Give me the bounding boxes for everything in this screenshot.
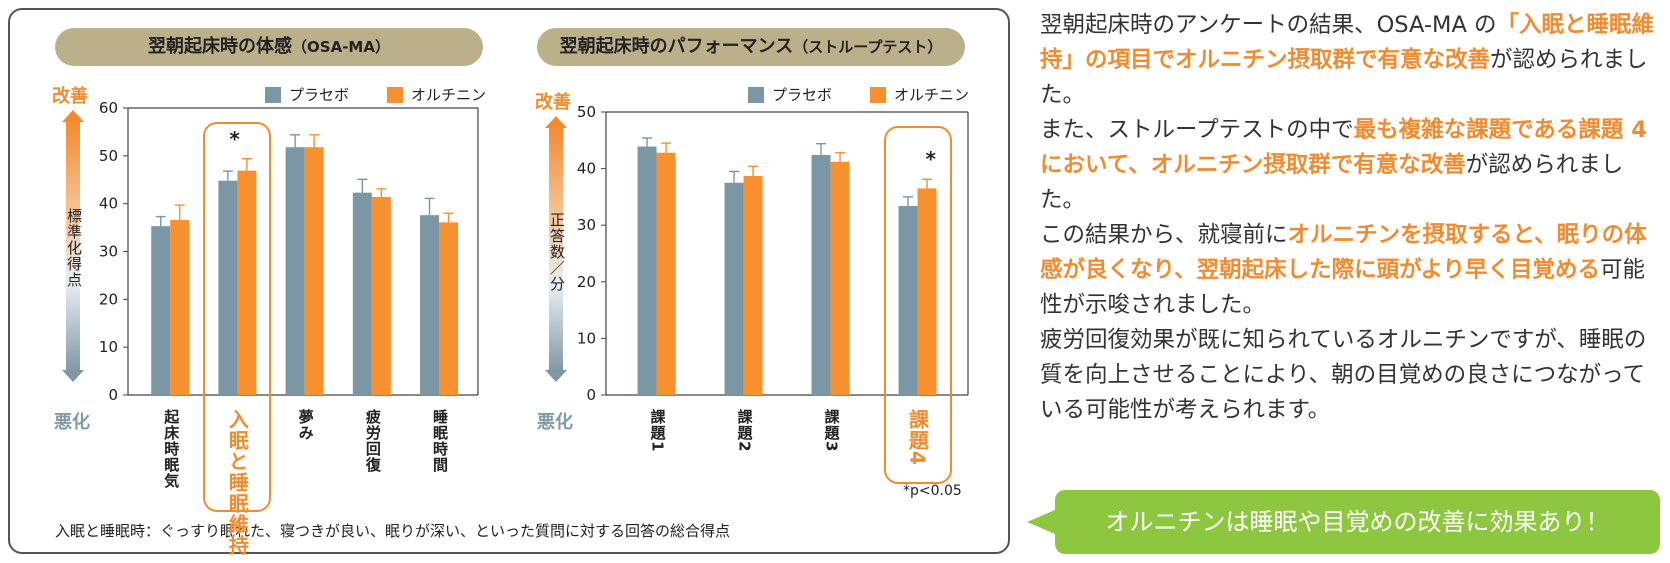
category-label: 課題1 [648,409,667,453]
legend-label-placebo: プラセボ [289,86,350,104]
y-tick-label: 60 [99,99,118,117]
bar-ornithine [371,196,391,395]
y-tick-label: 20 [99,290,118,308]
highlight-box [203,122,272,512]
bar-placebo [420,215,440,395]
bar-ornithine [830,161,850,395]
description-text: 翌朝起床時のアンケートの結果、OSA-MA の「入眠と睡眠維持」の項目でオルニチ… [1040,8,1665,428]
p1-text-end: が認められました。 [1040,47,1648,108]
chart2-title-main: 翌朝起床時のパフォーマンス [559,36,794,57]
p2-text: また、ストループテストの中で [1040,117,1354,143]
paragraph-4: 疲労回復効果が既に知られているオルニチンですが、睡眠の質を向上させることにより、… [1040,327,1647,423]
bar-placebo [352,192,372,395]
chart2-title: 翌朝起床時のパフォーマンス（ストループテスト） [537,28,965,66]
legend-swatch-placebo [748,86,764,103]
chart2-legend: プラセボ オルチニン [748,84,969,105]
chart1-title: 翌朝起床時の体感（OSA-MA） [55,28,483,66]
p1-text: 翌朝起床時のアンケートの結果、OSA-MA の [1040,12,1497,38]
paragraph-2: また、ストループテストの中で最も複雑な課題である課題 4 において、オルニチン摂… [1040,113,1665,218]
bar-ornithine [439,222,459,395]
significance-star: * [925,147,936,172]
bar-ornithine [304,147,324,395]
bar-ornithine [917,188,937,395]
chart2-scale-good: 改善 [535,92,571,113]
legend-label-placebo: プラセボ [772,86,833,104]
chart1-title-paren: （OSA-MA） [292,38,390,56]
chart2-scale-arrow [545,116,567,382]
chart1-scale-bad: 悪化 [54,412,90,433]
chart2-scale-label: 正答数／分 [548,212,566,292]
legend-swatch-placebo [265,86,281,103]
chart1-legend: プラセボ オルチニン [265,84,486,105]
chart2-scale-bad: 悪化 [537,412,573,433]
p2-emphasis: 最も複雑な課題である課題 4 において、オルニチン摂取群で有意な改善 [1040,117,1647,178]
y-tick-label: 30 [577,216,596,234]
bar-ornithine [237,170,257,395]
bar-placebo [898,205,918,395]
category-label: 疲労回復 [363,409,382,473]
highlight-box [883,126,952,484]
y-tick-label: 10 [577,329,596,347]
y-tick-label: 50 [99,147,118,165]
bar-ornithine [170,219,190,395]
y-tick-label: 20 [577,273,596,291]
bar-placebo [724,182,744,395]
y-tick-label: 40 [577,160,596,178]
pvalue-note: *p<0.05 [903,483,962,499]
y-tick-label: 50 [577,103,596,121]
bar-ornithine [743,175,763,395]
legend-swatch-ornithine [870,86,887,103]
legend-label-ornithine: オルチニン [411,86,487,104]
category-label: 課題2 [735,409,754,453]
y-tick-label: 10 [99,338,118,356]
bar-placebo [218,180,238,395]
y-tick-label: 40 [99,195,118,213]
category-label: 入眠と睡眠維持 [225,409,250,556]
chart1-scale-label: 標準化得点 [65,208,83,288]
category-label: 起床時眠気 [162,409,181,489]
paragraph-1: 翌朝起床時のアンケートの結果、OSA-MA の「入眠と睡眠維持」の項目でオルニチ… [1040,8,1665,113]
bar-placebo [811,155,831,395]
category-label: 睡眠時間 [431,409,450,473]
p3-text: この結果から、就寝前に [1040,222,1288,248]
chart1-scale-arrow [62,110,84,382]
bar-ornithine [656,152,676,395]
legend-swatch-ornithine [387,86,404,103]
chart2-title-paren: （ストループテスト） [793,38,943,56]
bar-placebo [151,226,171,395]
chart-panel [8,8,1010,554]
chart1-title-main: 翌朝起床時の体感 [148,36,293,57]
y-tick-label: 30 [99,243,118,261]
bar-charts-svg: 0 10 20 30 40 50 60 0 10 20 30 40 50 [99,99,969,404]
paragraph-3: この結果から、就寝前にオルニチンを摂取すると、眠りの体感が良くなり、翌朝起床した… [1040,218,1665,323]
y-tick-label: 0 [586,386,596,404]
chart1-scale-good: 改善 [52,86,88,107]
p3-text-end: 可能性が示唆されました。 [1040,257,1646,318]
bar-placebo [637,146,657,395]
p2-text-end: が認められました。 [1040,152,1624,213]
significance-star: * [229,126,240,151]
category-label: 課題4 [905,409,930,466]
legend-label-ornithine: オルチニン [894,86,970,104]
summary-callout: オルニチンは睡眠や目覚めの改善に効果あり！ [1027,490,1660,554]
footnote: 入眠と睡眠時：ぐっすり眠れた、寝つきが良い、眠りが深い、といった質問に対する回答… [55,522,731,540]
p3-emphasis: オルニチンを摂取すると、眠りの体感が良くなり、翌朝起床した際に頭がより早く目覚め… [1040,222,1647,283]
y-tick-label: 0 [108,386,118,404]
bar-placebo [285,147,305,395]
p1-emphasis: 「入眠と睡眠維持」の項目でオルニチン摂取群で有意な改善 [1040,12,1654,73]
category-label: 夢み [296,409,315,441]
category-label: 課題3 [822,409,841,453]
